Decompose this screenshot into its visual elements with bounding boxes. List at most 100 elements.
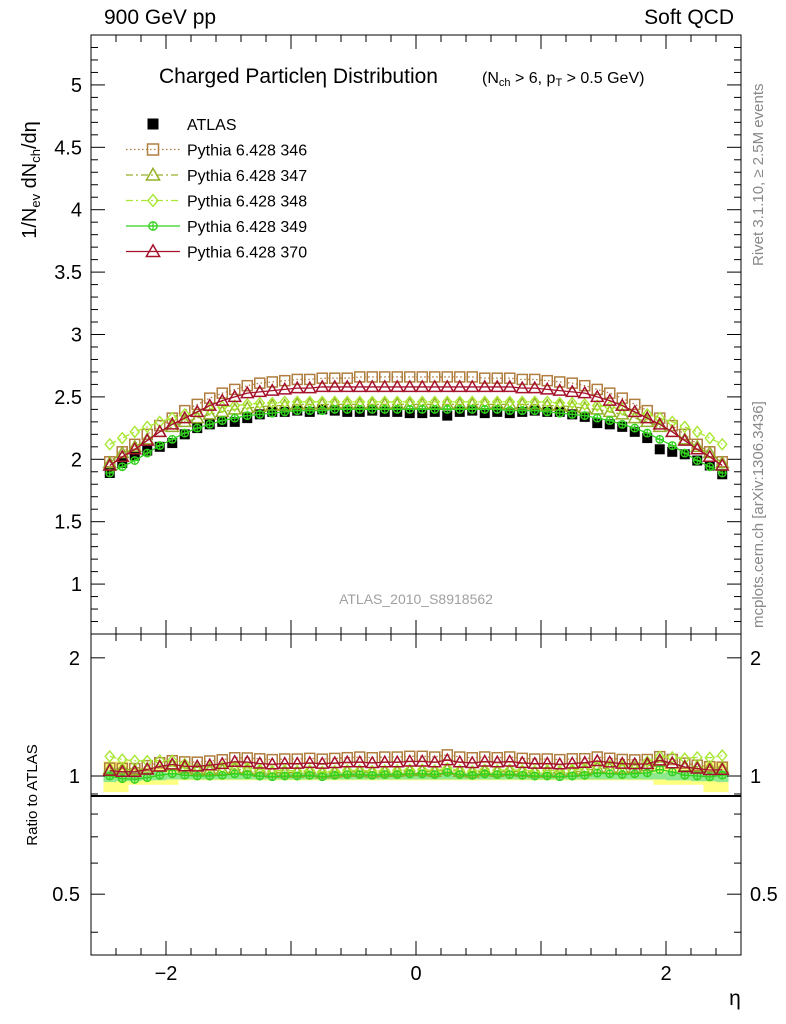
y-tick-label-ratio-right: 0.5	[750, 884, 778, 906]
data-point	[667, 441, 677, 451]
ratio-point	[514, 755, 530, 769]
ratio-point	[641, 755, 653, 769]
data-point	[480, 404, 490, 414]
ratio-point	[517, 770, 527, 780]
data-point	[430, 404, 440, 414]
data-point	[705, 462, 715, 472]
ratio-point	[355, 770, 365, 780]
ratio-point	[667, 767, 677, 777]
data-point	[377, 379, 393, 393]
data-point	[117, 462, 127, 472]
legend-label: Pythia 6.428 348	[187, 194, 307, 211]
y-tick-label-ratio-left: 1	[69, 766, 80, 788]
data-point	[680, 448, 690, 458]
data-point	[102, 455, 118, 469]
data-point	[314, 379, 330, 393]
data-point	[180, 428, 190, 438]
data-point	[177, 414, 193, 428]
data-point	[355, 404, 365, 414]
data-point	[516, 373, 528, 386]
ratio-point	[330, 770, 340, 780]
series-line-pythia-6-428-349	[109, 408, 723, 474]
data-point	[566, 377, 578, 389]
analysis-watermark: ATLAS_2010_S8918562	[339, 591, 493, 607]
ratio-point	[230, 769, 240, 779]
data-point	[255, 409, 265, 419]
data-point	[542, 407, 552, 417]
data-point	[264, 383, 280, 396]
data-point	[580, 411, 590, 421]
ratio-point	[389, 754, 405, 768]
axis-ticks	[90, 34, 742, 955]
ratio-point	[377, 754, 393, 768]
data-point	[679, 428, 691, 441]
ratio-point	[239, 754, 255, 768]
ratio-point	[702, 762, 718, 776]
y-tick-label-ratio-right: 1	[750, 766, 761, 788]
data-point	[279, 395, 291, 409]
plot-title: Charged Particleη Distribution	[159, 65, 438, 88]
data-point	[254, 377, 266, 389]
data-point	[191, 398, 203, 411]
data-point	[455, 404, 465, 414]
ratio-point	[242, 770, 252, 780]
data-point	[392, 404, 402, 414]
data-point	[554, 376, 566, 388]
data-point	[505, 406, 515, 416]
data-point	[179, 407, 191, 421]
data-point	[241, 379, 253, 392]
x-tick-label: −2	[155, 963, 178, 985]
y-tick-label-main: 4	[71, 200, 82, 222]
data-point	[664, 424, 680, 438]
data-point	[692, 456, 702, 465]
data-point	[402, 379, 418, 393]
ratio-point	[680, 770, 690, 780]
ratio-point	[629, 754, 641, 766]
data-point	[642, 428, 652, 438]
ratio-point	[102, 763, 118, 776]
legend-entry-pythia-6-428-346: Pythia 6.428 346	[126, 143, 307, 160]
data-point	[592, 418, 603, 429]
data-point	[291, 373, 303, 386]
legend-entry-pythia-6-428-348: Pythia 6.428 348	[126, 193, 307, 211]
ratio-line-pythia-6-428-346	[109, 754, 723, 770]
ratio-series-layer	[102, 749, 730, 784]
data-point	[654, 411, 666, 425]
ratio-point	[177, 758, 193, 772]
ratio-point	[627, 756, 643, 770]
ratio-point	[305, 770, 315, 780]
data-point	[714, 458, 730, 471]
ratio-point	[505, 770, 515, 780]
legend-marker	[148, 221, 158, 231]
data-point	[202, 398, 218, 411]
series-line-pythia-6-428-348	[109, 401, 723, 445]
y-tick-label-ratio-left: 0.5	[52, 884, 80, 906]
legend-marker	[147, 193, 159, 208]
data-point	[339, 379, 355, 393]
data-point	[427, 379, 443, 393]
ratio-point	[564, 755, 580, 769]
ratio-point	[592, 768, 602, 778]
data-point	[342, 404, 352, 414]
data-point	[114, 449, 130, 463]
data-point	[577, 385, 593, 399]
data-point	[541, 374, 553, 387]
legend-entry-atlas: ATLAS	[147, 117, 237, 134]
legend-label: Pythia 6.428 349	[187, 219, 307, 236]
data-point	[527, 380, 543, 394]
ratio-point	[114, 764, 130, 777]
ratio-point	[189, 758, 205, 772]
ratio-point	[105, 771, 115, 781]
data-point	[214, 393, 230, 406]
data-point	[364, 379, 380, 393]
plot-subtitle: (Nch > 6, pT > 0.5 GeV)	[482, 70, 644, 89]
data-point	[467, 404, 477, 414]
data-point	[292, 406, 302, 416]
ratio-point	[455, 770, 465, 780]
ratio-point	[214, 756, 230, 770]
data-point	[139, 433, 155, 446]
ratio-point	[655, 765, 665, 775]
data-point	[567, 409, 577, 419]
ratio-point	[477, 754, 493, 767]
data-point	[666, 419, 678, 432]
